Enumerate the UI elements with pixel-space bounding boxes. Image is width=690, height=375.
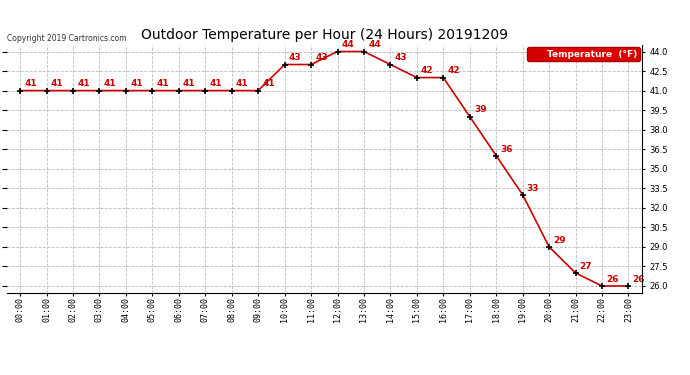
Text: 43: 43 <box>395 53 407 62</box>
Text: 41: 41 <box>104 80 117 88</box>
Text: 29: 29 <box>553 236 566 245</box>
Text: 43: 43 <box>289 53 302 62</box>
Text: 43: 43 <box>315 53 328 62</box>
Text: 41: 41 <box>24 80 37 88</box>
Text: 42: 42 <box>448 66 460 75</box>
Text: 33: 33 <box>527 184 540 193</box>
Text: 26: 26 <box>607 275 619 284</box>
Text: 36: 36 <box>500 144 513 153</box>
Text: 42: 42 <box>421 66 434 75</box>
Text: 26: 26 <box>633 275 645 284</box>
Text: 41: 41 <box>51 80 63 88</box>
Title: Outdoor Temperature per Hour (24 Hours) 20191209: Outdoor Temperature per Hour (24 Hours) … <box>141 28 508 42</box>
Text: 41: 41 <box>130 80 143 88</box>
Text: 41: 41 <box>210 80 222 88</box>
Text: 44: 44 <box>368 40 381 50</box>
Text: 39: 39 <box>474 105 486 114</box>
Legend: Temperature  (°F): Temperature (°F) <box>527 47 640 61</box>
Text: Copyright 2019 Cartronics.com: Copyright 2019 Cartronics.com <box>7 33 126 42</box>
Text: 41: 41 <box>262 80 275 88</box>
Text: 41: 41 <box>77 80 90 88</box>
Text: 41: 41 <box>236 80 248 88</box>
Text: 41: 41 <box>183 80 196 88</box>
Text: 41: 41 <box>157 80 169 88</box>
Text: 27: 27 <box>580 262 593 271</box>
Text: 44: 44 <box>342 40 355 50</box>
